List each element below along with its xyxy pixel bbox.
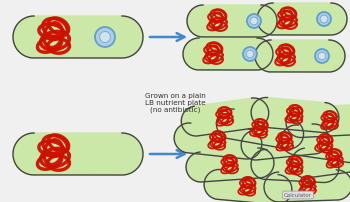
Circle shape bbox=[95, 28, 115, 48]
Polygon shape bbox=[174, 123, 262, 159]
Polygon shape bbox=[291, 140, 350, 178]
Polygon shape bbox=[257, 4, 347, 36]
Circle shape bbox=[315, 50, 329, 64]
Circle shape bbox=[318, 53, 326, 61]
Circle shape bbox=[243, 48, 257, 62]
Polygon shape bbox=[281, 125, 350, 163]
Circle shape bbox=[247, 15, 261, 29]
Polygon shape bbox=[255, 41, 345, 73]
Polygon shape bbox=[13, 17, 143, 59]
Polygon shape bbox=[251, 150, 339, 183]
Polygon shape bbox=[181, 99, 269, 136]
Polygon shape bbox=[251, 98, 339, 133]
Polygon shape bbox=[13, 133, 143, 175]
Circle shape bbox=[250, 18, 258, 26]
Text: Calculator: Calculator bbox=[284, 193, 312, 198]
Circle shape bbox=[246, 51, 254, 59]
Polygon shape bbox=[264, 170, 350, 202]
Polygon shape bbox=[186, 148, 274, 182]
Circle shape bbox=[99, 32, 111, 43]
Polygon shape bbox=[204, 170, 292, 202]
Polygon shape bbox=[216, 109, 303, 149]
Polygon shape bbox=[183, 39, 273, 71]
Text: Grown on a plain
LB nutrient plate
(no antibiotic): Grown on a plain LB nutrient plate (no a… bbox=[145, 92, 205, 113]
Polygon shape bbox=[241, 124, 329, 160]
Polygon shape bbox=[187, 6, 277, 38]
Circle shape bbox=[317, 13, 331, 27]
Circle shape bbox=[320, 16, 328, 24]
Polygon shape bbox=[286, 105, 350, 138]
